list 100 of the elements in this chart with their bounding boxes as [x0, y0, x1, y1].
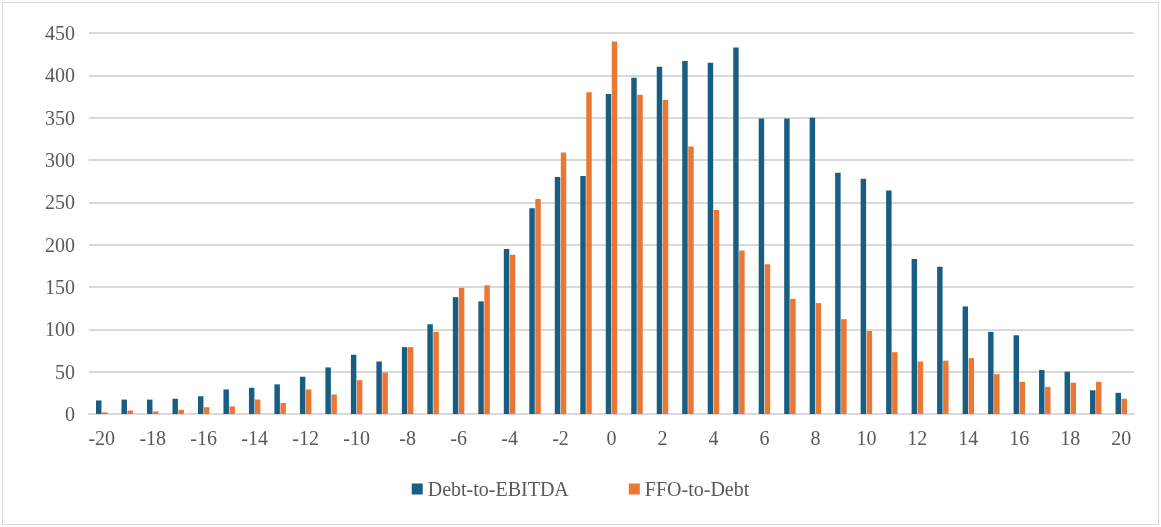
bar: [560, 152, 567, 414]
bar: [943, 360, 949, 414]
bar: [96, 400, 102, 414]
bar: [427, 324, 433, 414]
bar: [835, 172, 841, 414]
y-tick-label: 400: [45, 64, 75, 87]
x-tick-label: 12: [907, 427, 928, 449]
bar: [305, 389, 312, 414]
bar: [841, 319, 847, 414]
bar: [535, 198, 541, 414]
bar: [631, 77, 637, 414]
x-tick-label: 4: [708, 427, 719, 449]
x-tick-label: -18: [139, 427, 167, 449]
x-tick-label: -14: [241, 427, 269, 449]
bar: [484, 285, 490, 414]
bar: [968, 358, 975, 414]
x-tick-label: 20: [1111, 427, 1132, 449]
y-tick-label: 50: [55, 360, 75, 383]
bar: [1013, 335, 1020, 414]
bar: [152, 411, 159, 414]
bar: [1019, 381, 1026, 414]
y-tick-label: 0: [65, 403, 75, 425]
bar: [478, 301, 484, 414]
bar: [758, 118, 765, 414]
legend-label: FFO-to-Debt: [644, 478, 750, 500]
bar: [172, 398, 178, 414]
bar: [1070, 382, 1077, 414]
y-tick-label: 200: [45, 233, 75, 256]
bar: [790, 298, 796, 414]
bar: [866, 331, 873, 414]
bar: [1039, 369, 1045, 414]
bar: [892, 352, 898, 414]
x-tick-label: -2: [552, 427, 569, 449]
x-tick-label: 18: [1060, 427, 1081, 449]
bar: [197, 396, 204, 414]
y-tick-label: 100: [45, 318, 75, 341]
bar: [452, 297, 459, 414]
bar: [350, 354, 357, 414]
bar: [299, 376, 306, 414]
bar: [1115, 392, 1121, 414]
bar: [860, 178, 867, 414]
bar: [401, 347, 408, 414]
bar: [784, 118, 790, 414]
bar: [911, 259, 918, 414]
bar: [274, 384, 280, 414]
bar: [611, 41, 618, 414]
x-tick-label: -12: [292, 427, 319, 449]
bar: [605, 93, 612, 414]
bar: [248, 387, 255, 414]
bar: [529, 208, 535, 414]
bar: [815, 303, 822, 414]
bar: [121, 399, 127, 414]
bar: [433, 331, 439, 414]
y-tick-label: 300: [45, 149, 75, 171]
bar: [1045, 386, 1051, 414]
bar: [554, 176, 561, 414]
bar: [994, 374, 1000, 414]
bar: [325, 367, 331, 414]
bar: [662, 99, 669, 414]
legend-label: Debt-to-EBITDA: [427, 478, 570, 500]
bar: [764, 264, 771, 414]
bar: [580, 176, 586, 414]
x-tick-label: -20: [88, 427, 116, 449]
bar: [503, 248, 510, 414]
bar: [229, 406, 235, 414]
bar: [713, 209, 720, 414]
bar: [656, 66, 663, 414]
x-tick-label: -10: [343, 427, 370, 449]
y-tick-label: 250: [45, 191, 75, 214]
bar: [509, 254, 516, 414]
bar: [937, 266, 943, 414]
bar: [458, 287, 465, 414]
bar: [331, 394, 337, 414]
bar: [376, 361, 382, 414]
bar: [739, 250, 745, 414]
bar: [203, 407, 210, 414]
x-tick-label: -8: [399, 427, 416, 449]
bar: [886, 190, 892, 414]
bar: [1096, 381, 1102, 414]
bar: [917, 361, 924, 414]
bar: [682, 60, 688, 414]
bar: [223, 389, 229, 414]
bar: [733, 47, 739, 414]
bar: [707, 62, 714, 414]
bar: [688, 146, 694, 414]
x-tick-label: 16: [1009, 427, 1030, 449]
bar: [356, 380, 363, 414]
x-tick-label: 8: [810, 427, 821, 449]
bar: [1064, 371, 1071, 414]
bar: [586, 92, 592, 414]
bar: [1090, 390, 1096, 414]
y-tick-label: 150: [45, 276, 75, 298]
bar: [382, 372, 388, 414]
bar: [988, 331, 994, 414]
x-tick-label: 6: [759, 427, 770, 449]
x-tick-label: -16: [190, 427, 218, 449]
x-tick-label: 10: [856, 427, 877, 449]
x-tick-label: -4: [501, 427, 518, 449]
bar: [1121, 398, 1127, 414]
y-tick-label: 450: [45, 22, 75, 44]
